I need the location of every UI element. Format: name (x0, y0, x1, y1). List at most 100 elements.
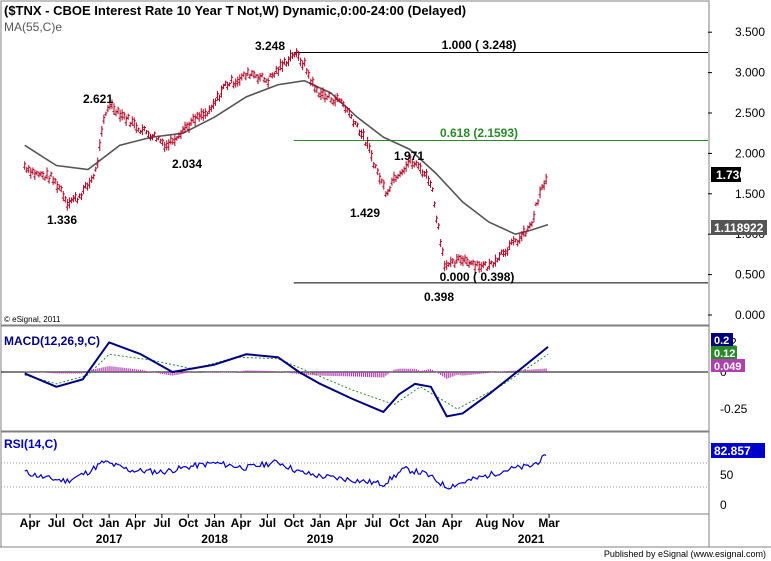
price-bar (500, 249, 504, 255)
last-price-box (711, 167, 741, 182)
price-bar (357, 129, 361, 137)
price-bar (469, 260, 473, 266)
price-bar (313, 84, 317, 93)
price-bar (451, 258, 455, 264)
price-bar (195, 111, 199, 120)
price-bar (23, 161, 27, 170)
price-bar (366, 136, 370, 149)
price-bar (362, 128, 366, 140)
price-bar (73, 192, 77, 202)
price-bar (477, 261, 481, 273)
price-bar (134, 122, 138, 134)
price-bar (339, 98, 343, 104)
price-bar (140, 124, 144, 136)
last-price-value: 1.730 (716, 168, 746, 182)
price-bar (183, 121, 187, 133)
rsi-y-tick-label: 0 (720, 498, 727, 512)
price-bar (376, 168, 380, 176)
macd-panel (0, 325, 710, 432)
price-bar (455, 254, 459, 264)
price-bar (238, 74, 242, 86)
price-bar (82, 184, 86, 195)
price-bar (112, 103, 116, 116)
price-bar (193, 114, 197, 127)
price-bar (374, 163, 378, 169)
price-bar (329, 97, 333, 104)
price-bar (220, 85, 224, 98)
price-bar (126, 113, 130, 120)
price-bar (463, 254, 467, 264)
price-bar (461, 255, 465, 267)
price-bar (512, 236, 516, 246)
price-bar (408, 154, 412, 164)
price-bar (335, 93, 339, 103)
x-year-label: 2021 (518, 532, 545, 546)
price-y-tick-label: 0.500 (735, 268, 765, 282)
price-bar (55, 181, 59, 194)
price-bar (27, 164, 31, 174)
price-bar (175, 136, 179, 141)
price-bar (504, 248, 508, 257)
price-bar (364, 141, 368, 146)
price-bar (217, 94, 221, 102)
price-bar (31, 167, 35, 175)
x-year-label: 2019 (307, 532, 334, 546)
price-bar (100, 125, 104, 137)
x-month-label: Oct (178, 516, 198, 530)
price-bar (98, 139, 102, 152)
x-month-label: Jul (259, 516, 276, 530)
price-bar (467, 260, 471, 268)
price-bar (252, 70, 256, 79)
rsi-title: RSI(14,C) (4, 437, 57, 451)
price-bar (167, 139, 171, 151)
rsi-line (24, 454, 547, 490)
price-bar (426, 175, 430, 186)
price-bar (284, 60, 288, 67)
histogram-value: 0.049 (714, 361, 742, 373)
price-bar (71, 195, 75, 203)
price-bar (487, 258, 491, 270)
price-bar (106, 105, 110, 113)
price-bar (506, 247, 510, 256)
price-bar (256, 74, 260, 85)
price-bar (520, 231, 524, 242)
price-bar (347, 107, 351, 118)
price-bar (345, 106, 349, 113)
price-bar (510, 238, 514, 246)
price-bar (215, 90, 219, 101)
price-y-tick-label: 2.500 (735, 106, 765, 120)
price-bar (396, 173, 400, 180)
price-bar (418, 162, 422, 174)
price-bar (534, 202, 538, 207)
price-bar (353, 120, 357, 125)
price-bar (177, 132, 181, 139)
price-bar (43, 176, 47, 181)
price-bar (122, 111, 126, 120)
price-bar (528, 221, 532, 229)
price-bar (431, 187, 435, 192)
rsi-y-tick-label: 50 (720, 468, 734, 482)
price-bar (132, 117, 136, 129)
price-bar (130, 116, 134, 126)
price-bar (260, 72, 264, 78)
price-bar (343, 104, 347, 114)
price-bar (544, 173, 548, 185)
peak-label-3248: 3.248 (255, 39, 285, 53)
price-bar (295, 48, 299, 58)
macd-title: MACD(12,26,9,C) (4, 334, 100, 348)
histogram-value-box (711, 359, 745, 372)
price-bar (293, 52, 297, 58)
price-bar (124, 115, 128, 126)
x-month-label: Jul (153, 516, 170, 530)
price-bar (53, 177, 57, 185)
price-bar (173, 134, 177, 147)
price-bar (459, 255, 463, 266)
price-bar (495, 258, 499, 263)
macd-series-layer (1, 341, 708, 418)
price-bar (234, 78, 238, 88)
price-bar (410, 158, 414, 170)
price-bar (327, 91, 331, 99)
price-bar (262, 76, 266, 83)
price-bar (331, 98, 335, 106)
